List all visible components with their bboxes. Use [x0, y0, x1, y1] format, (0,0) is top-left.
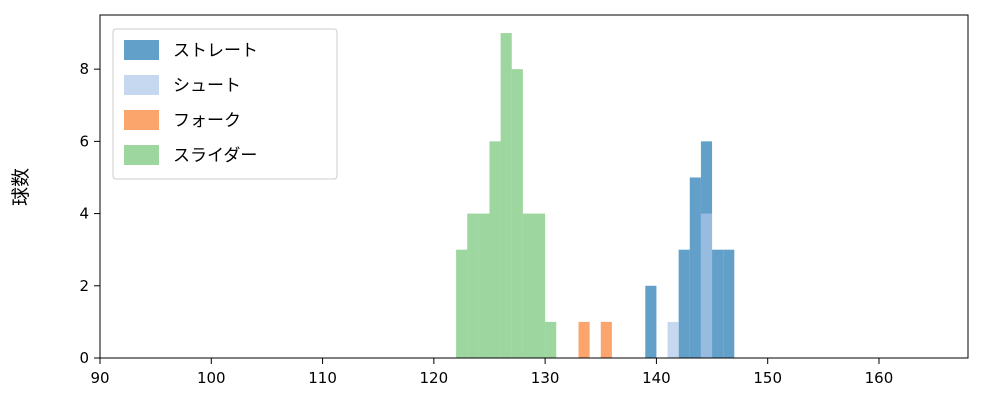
legend-label-shoot: シュート: [173, 76, 241, 96]
x-tick-label: 90: [90, 369, 109, 387]
x-tick-label: 130: [531, 369, 560, 387]
histogram-bar-slider: [489, 141, 501, 358]
x-tick-label: 100: [197, 369, 226, 387]
histogram-bar-slider: [522, 213, 534, 358]
y-tick-label: 6: [79, 132, 89, 150]
y-tick-label: 2: [79, 277, 89, 295]
histogram-bar-straight: [645, 285, 657, 358]
legend-swatch-straight: [124, 40, 159, 60]
histogram-bar-straight: [678, 249, 690, 358]
legend-swatch-fork: [124, 110, 159, 130]
x-tick-label: 160: [865, 369, 894, 387]
plot-border: [99, 14, 969, 359]
histogram-bar-slider: [456, 249, 468, 358]
legend-box: [112, 28, 338, 180]
y-tick-label: 8: [79, 60, 89, 78]
histogram-bar-slider: [500, 33, 512, 358]
x-tick-label: 120: [420, 369, 449, 387]
legend-label-slider: スライダー: [173, 146, 257, 166]
x-tick-label: 140: [642, 369, 671, 387]
y-tick-label: 4: [79, 205, 89, 223]
legend-swatch-shoot: [124, 75, 159, 95]
histogram-bar-slider: [534, 213, 546, 358]
histogram-bar-straight: [689, 177, 701, 358]
histogram-bar-slider: [511, 69, 523, 358]
legend-label-fork: フォーク: [173, 111, 241, 131]
legend-label-straight: ストレート: [173, 41, 258, 61]
x-tick-label: 150: [753, 369, 782, 387]
histogram-bar-shoot: [667, 321, 679, 358]
histogram-bar-slider: [478, 213, 490, 358]
legend-swatch-slider: [124, 145, 159, 165]
histogram-bar-fork: [578, 321, 590, 358]
histogram-bar-slider: [545, 321, 557, 358]
y-tick-label: 0: [79, 349, 89, 367]
histogram-bar-straight: [712, 249, 724, 358]
histogram-bar-shoot: [700, 213, 713, 358]
y-axis-label: 球数: [10, 168, 32, 206]
histogram-bar-fork: [600, 321, 612, 358]
x-tick-label: 110: [308, 369, 337, 387]
histogram-bar-straight: [723, 249, 735, 358]
histogram-bar-slider: [467, 213, 479, 358]
